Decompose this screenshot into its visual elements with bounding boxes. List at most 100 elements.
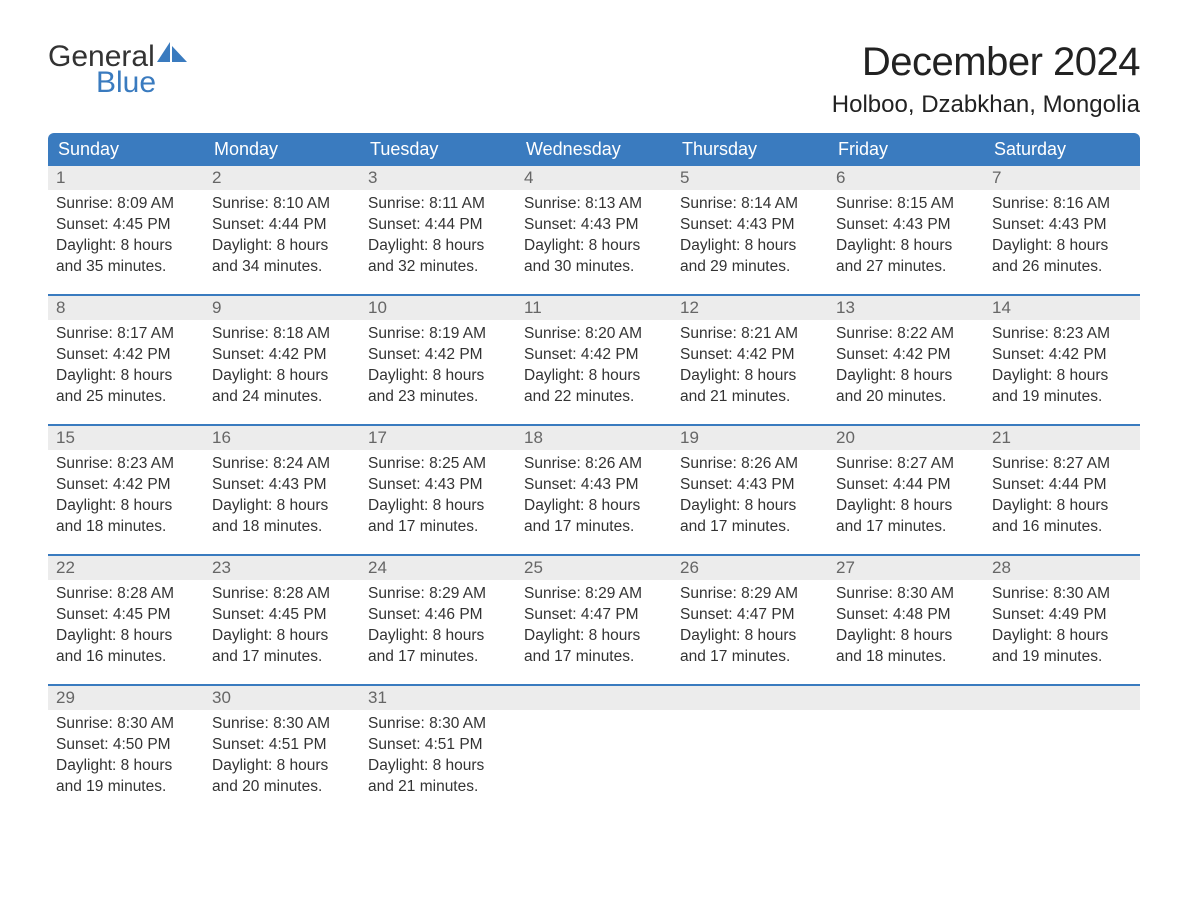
- day-number: 20: [828, 426, 984, 450]
- day-details: Sunrise: 8:13 AMSunset: 4:43 PMDaylight:…: [516, 190, 672, 288]
- day-day2: and 18 minutes.: [56, 517, 196, 538]
- day-details: Sunrise: 8:30 AMSunset: 4:51 PMDaylight:…: [204, 710, 360, 808]
- weekday-wednesday: Wednesday: [516, 133, 672, 166]
- title-block: December 2024 Holboo, Dzabkhan, Mongolia: [832, 40, 1140, 119]
- calendar-day: 1Sunrise: 8:09 AMSunset: 4:45 PMDaylight…: [48, 166, 204, 294]
- calendar-day: 15Sunrise: 8:23 AMSunset: 4:42 PMDayligh…: [48, 426, 204, 554]
- day-sunrise: Sunrise: 8:16 AM: [992, 194, 1132, 215]
- day-number: 18: [516, 426, 672, 450]
- day-sunset: Sunset: 4:43 PM: [524, 475, 664, 496]
- day-number: 24: [360, 556, 516, 580]
- day-sunset: Sunset: 4:51 PM: [212, 735, 352, 756]
- day-number: 15: [48, 426, 204, 450]
- day-day2: and 21 minutes.: [368, 777, 508, 798]
- calendar-day: 14Sunrise: 8:23 AMSunset: 4:42 PMDayligh…: [984, 296, 1140, 424]
- day-details: Sunrise: 8:18 AMSunset: 4:42 PMDaylight:…: [204, 320, 360, 418]
- day-sunrise: Sunrise: 8:22 AM: [836, 324, 976, 345]
- day-sunset: Sunset: 4:46 PM: [368, 605, 508, 626]
- day-sunset: Sunset: 4:43 PM: [992, 215, 1132, 236]
- day-day1: Daylight: 8 hours: [56, 366, 196, 387]
- day-day2: and 35 minutes.: [56, 257, 196, 278]
- calendar: Sunday Monday Tuesday Wednesday Thursday…: [48, 133, 1140, 814]
- day-sunrise: Sunrise: 8:14 AM: [680, 194, 820, 215]
- day-day2: and 20 minutes.: [212, 777, 352, 798]
- day-details: Sunrise: 8:15 AMSunset: 4:43 PMDaylight:…: [828, 190, 984, 288]
- weekday-sunday: Sunday: [48, 133, 204, 166]
- day-sunrise: Sunrise: 8:10 AM: [212, 194, 352, 215]
- calendar-week: 8Sunrise: 8:17 AMSunset: 4:42 PMDaylight…: [48, 294, 1140, 424]
- day-details: Sunrise: 8:26 AMSunset: 4:43 PMDaylight:…: [672, 450, 828, 548]
- calendar-day: 20Sunrise: 8:27 AMSunset: 4:44 PMDayligh…: [828, 426, 984, 554]
- day-number: 17: [360, 426, 516, 450]
- calendar-day: 10Sunrise: 8:19 AMSunset: 4:42 PMDayligh…: [360, 296, 516, 424]
- weekday-friday: Friday: [828, 133, 984, 166]
- day-number: 23: [204, 556, 360, 580]
- day-day2: and 20 minutes.: [836, 387, 976, 408]
- day-details: Sunrise: 8:24 AMSunset: 4:43 PMDaylight:…: [204, 450, 360, 548]
- day-day2: and 17 minutes.: [368, 517, 508, 538]
- day-day2: and 29 minutes.: [680, 257, 820, 278]
- calendar-day: 13Sunrise: 8:22 AMSunset: 4:42 PMDayligh…: [828, 296, 984, 424]
- day-day2: and 23 minutes.: [368, 387, 508, 408]
- day-number: 22: [48, 556, 204, 580]
- calendar-day: 2Sunrise: 8:10 AMSunset: 4:44 PMDaylight…: [204, 166, 360, 294]
- day-sunset: Sunset: 4:47 PM: [680, 605, 820, 626]
- day-day2: and 32 minutes.: [368, 257, 508, 278]
- calendar-day: 24Sunrise: 8:29 AMSunset: 4:46 PMDayligh…: [360, 556, 516, 684]
- day-details: [984, 710, 1140, 800]
- day-day2: and 26 minutes.: [992, 257, 1132, 278]
- day-day1: Daylight: 8 hours: [524, 496, 664, 517]
- day-day1: Daylight: 8 hours: [524, 626, 664, 647]
- day-details: Sunrise: 8:16 AMSunset: 4:43 PMDaylight:…: [984, 190, 1140, 288]
- calendar-day: 30Sunrise: 8:30 AMSunset: 4:51 PMDayligh…: [204, 686, 360, 814]
- calendar-day: 29Sunrise: 8:30 AMSunset: 4:50 PMDayligh…: [48, 686, 204, 814]
- day-sunset: Sunset: 4:43 PM: [368, 475, 508, 496]
- day-day1: Daylight: 8 hours: [836, 366, 976, 387]
- day-sunrise: Sunrise: 8:26 AM: [680, 454, 820, 475]
- day-sunrise: Sunrise: 8:29 AM: [524, 584, 664, 605]
- day-number: 25: [516, 556, 672, 580]
- month-title: December 2024: [832, 40, 1140, 85]
- day-sunset: Sunset: 4:43 PM: [212, 475, 352, 496]
- day-details: Sunrise: 8:29 AMSunset: 4:47 PMDaylight:…: [672, 580, 828, 678]
- day-details: Sunrise: 8:27 AMSunset: 4:44 PMDaylight:…: [828, 450, 984, 548]
- day-sunrise: Sunrise: 8:27 AM: [992, 454, 1132, 475]
- day-day2: and 24 minutes.: [212, 387, 352, 408]
- day-day1: Daylight: 8 hours: [992, 366, 1132, 387]
- day-day1: Daylight: 8 hours: [212, 236, 352, 257]
- day-details: Sunrise: 8:29 AMSunset: 4:47 PMDaylight:…: [516, 580, 672, 678]
- day-day2: and 34 minutes.: [212, 257, 352, 278]
- day-day2: and 17 minutes.: [836, 517, 976, 538]
- day-sunrise: Sunrise: 8:19 AM: [368, 324, 508, 345]
- day-details: Sunrise: 8:23 AMSunset: 4:42 PMDaylight:…: [984, 320, 1140, 418]
- day-sunset: Sunset: 4:42 PM: [56, 345, 196, 366]
- day-number: 10: [360, 296, 516, 320]
- day-day1: Daylight: 8 hours: [992, 496, 1132, 517]
- calendar-day: 21Sunrise: 8:27 AMSunset: 4:44 PMDayligh…: [984, 426, 1140, 554]
- day-day2: and 17 minutes.: [212, 647, 352, 668]
- day-sunset: Sunset: 4:45 PM: [56, 605, 196, 626]
- page-header: General Blue December 2024 Holboo, Dzabk…: [48, 40, 1140, 119]
- calendar-day: 5Sunrise: 8:14 AMSunset: 4:43 PMDaylight…: [672, 166, 828, 294]
- calendar-week: 1Sunrise: 8:09 AMSunset: 4:45 PMDaylight…: [48, 166, 1140, 294]
- day-day1: Daylight: 8 hours: [212, 366, 352, 387]
- day-number: 26: [672, 556, 828, 580]
- calendar-day: 19Sunrise: 8:26 AMSunset: 4:43 PMDayligh…: [672, 426, 828, 554]
- calendar-day: 6Sunrise: 8:15 AMSunset: 4:43 PMDaylight…: [828, 166, 984, 294]
- day-sunrise: Sunrise: 8:23 AM: [56, 454, 196, 475]
- day-sunrise: Sunrise: 8:18 AM: [212, 324, 352, 345]
- day-details: Sunrise: 8:30 AMSunset: 4:50 PMDaylight:…: [48, 710, 204, 808]
- day-sunset: Sunset: 4:42 PM: [680, 345, 820, 366]
- weeks-container: 1Sunrise: 8:09 AMSunset: 4:45 PMDaylight…: [48, 166, 1140, 814]
- day-number: 5: [672, 166, 828, 190]
- calendar-day: 31Sunrise: 8:30 AMSunset: 4:51 PMDayligh…: [360, 686, 516, 814]
- calendar-day: 22Sunrise: 8:28 AMSunset: 4:45 PMDayligh…: [48, 556, 204, 684]
- day-sunset: Sunset: 4:43 PM: [680, 215, 820, 236]
- day-day1: Daylight: 8 hours: [212, 756, 352, 777]
- day-number: 8: [48, 296, 204, 320]
- calendar-day: [672, 686, 828, 814]
- day-details: Sunrise: 8:23 AMSunset: 4:42 PMDaylight:…: [48, 450, 204, 548]
- weekday-thursday: Thursday: [672, 133, 828, 166]
- weekday-tuesday: Tuesday: [360, 133, 516, 166]
- calendar-day: 7Sunrise: 8:16 AMSunset: 4:43 PMDaylight…: [984, 166, 1140, 294]
